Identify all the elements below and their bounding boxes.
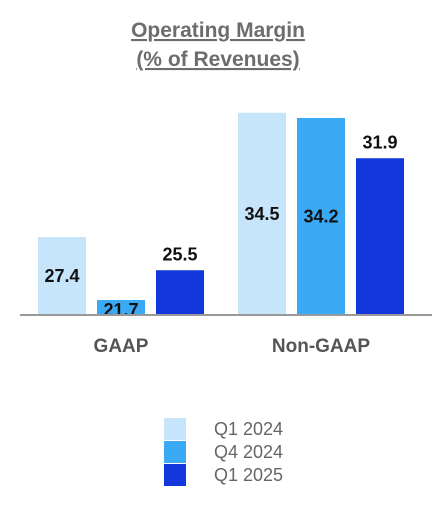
value-label-non-gaap-q4-2024: 34.2 [303, 206, 338, 226]
legend-swatch-q1-2024 [164, 418, 186, 440]
bar-non-gaap-q1-2025 [356, 158, 404, 314]
legend-label-q1-2024: Q1 2024 [214, 419, 283, 439]
value-label-gaap-q4-2024: 21.7 [103, 300, 138, 320]
chart-title-line-1: Operating Margin [131, 19, 305, 42]
bar-non-gaap-q4-2024 [297, 118, 345, 314]
category-labels: GAAP Non-GAAP [94, 336, 371, 357]
category-label-non-gaap: Non-GAAP [272, 336, 370, 357]
value-label-gaap-q1-2024: 27.4 [44, 266, 79, 286]
chart-title-line-2: (% of Revenues) [136, 48, 299, 71]
legend: Q1 2024 Q4 2024 Q1 2025 [164, 418, 283, 486]
value-label-non-gaap-q1-2024: 34.5 [244, 204, 279, 224]
bar-gaap-q4-2024 [97, 300, 145, 314]
bar-gaap-q1-2025 [156, 270, 204, 314]
plot-area: 27.4 21.7 25.5 34.5 34.2 31.9 [38, 112, 404, 320]
bar-gaap-q1-2024 [38, 237, 86, 314]
legend-label-q4-2024: Q4 2024 [214, 442, 283, 462]
category-label-gaap: GAAP [94, 336, 149, 357]
value-label-gaap-q1-2025: 25.5 [162, 244, 197, 264]
legend-swatch-q1-2025 [164, 464, 186, 486]
legend-swatch-q4-2024 [164, 441, 186, 463]
value-label-non-gaap-q1-2025: 31.9 [362, 132, 397, 152]
legend-label-q1-2025: Q1 2025 [214, 465, 283, 485]
bar-non-gaap-q1-2024 [238, 112, 286, 314]
chart-title: Operating Margin (% of Revenues) [131, 19, 305, 71]
